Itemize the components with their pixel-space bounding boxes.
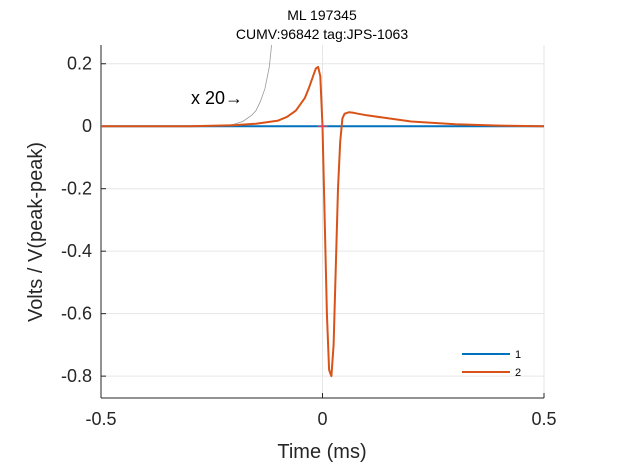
y-axis-label: Volts / V(peak-peak) xyxy=(25,142,47,322)
x-tick-label: 0 xyxy=(317,409,327,429)
x-axis-label: Time (ms) xyxy=(277,441,366,463)
tick-labels: -0.5 0 0.5 0.2 0 -0.2 -0.4 -0.6 -0.8 xyxy=(61,54,557,429)
zoom-annotation: x 20→ xyxy=(191,88,243,108)
axes xyxy=(100,45,545,399)
y-tick-label: 0.2 xyxy=(67,54,92,74)
y-tick-label: -0.6 xyxy=(61,304,92,324)
grid xyxy=(100,45,545,398)
chart-title-line-2: CUMV:96842 tag:JPS-1063 xyxy=(236,26,408,42)
x-tick-label: -0.5 xyxy=(85,409,116,429)
legend: 12 xyxy=(462,349,521,379)
x-tick-label: 0.5 xyxy=(531,409,556,429)
series-layer xyxy=(101,65,544,378)
y-tick-label: -0.2 xyxy=(61,179,92,199)
y-tick-label: -0.4 xyxy=(61,241,92,261)
legend-label-2: 2 xyxy=(515,367,521,379)
chart-title-line-1: ML 197345 xyxy=(287,7,357,23)
y-tick-label: 0 xyxy=(82,116,92,136)
y-tick-label: -0.8 xyxy=(61,366,92,386)
zoom-trace-layer xyxy=(211,45,272,127)
zoom-trace-line xyxy=(211,45,272,127)
legend-label-1: 1 xyxy=(515,349,521,361)
series-2-line xyxy=(101,65,544,378)
